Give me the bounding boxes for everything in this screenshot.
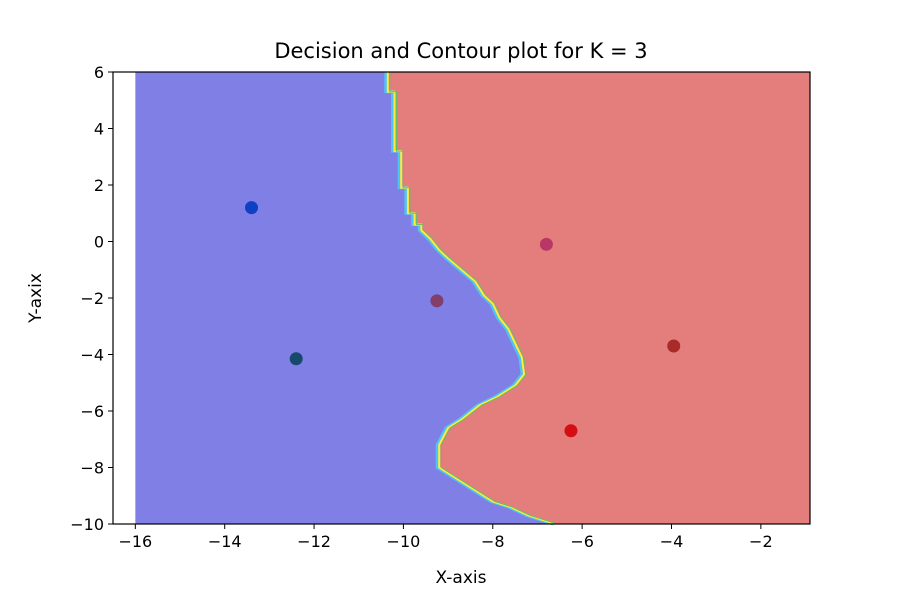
y-tick-label: −8 <box>80 459 104 478</box>
y-tick-label: 2 <box>94 176 104 195</box>
x-tick-label: −6 <box>570 532 594 551</box>
data-point-6 <box>564 424 578 438</box>
y-tick-label: −6 <box>80 402 104 421</box>
data-point-3 <box>430 294 444 308</box>
data-point-2 <box>289 352 303 366</box>
chart-title: Decision and Contour plot for K = 3 <box>274 39 647 63</box>
x-tick-label: −14 <box>208 532 242 551</box>
x-tick-label: −16 <box>118 532 152 551</box>
y-axis-label: Y-axix <box>26 273 46 324</box>
x-tick-label: −12 <box>297 532 331 551</box>
data-point-5 <box>667 339 681 353</box>
x-tick-label: −10 <box>387 532 421 551</box>
y-axis-ticks: −10 −8 −6 −4 −2 0 2 4 6 <box>70 63 113 534</box>
decision-boundary-green <box>389 72 558 525</box>
data-points <box>245 201 681 438</box>
y-tick-label: 6 <box>94 63 104 82</box>
decision-boundary-yellow <box>386 72 556 525</box>
x-axis-label: X-axis <box>436 568 487 588</box>
y-tick-label: −4 <box>80 346 104 365</box>
decision-boundary-cyan <box>384 72 554 526</box>
class-region-red <box>387 72 810 524</box>
x-axis-ticks: −16 −14 −12 −10 −8 −6 −4 −2 <box>118 524 773 551</box>
y-tick-label: 0 <box>94 233 104 252</box>
x-tick-label: −4 <box>660 532 684 551</box>
data-point-4 <box>539 237 553 251</box>
y-tick-label: −2 <box>80 289 104 308</box>
y-tick-label: −10 <box>70 515 104 534</box>
data-point-1 <box>245 201 259 215</box>
x-tick-label: −2 <box>749 532 773 551</box>
x-tick-label: −8 <box>481 532 505 551</box>
y-tick-label: 4 <box>94 120 104 139</box>
plot-area <box>135 72 811 526</box>
